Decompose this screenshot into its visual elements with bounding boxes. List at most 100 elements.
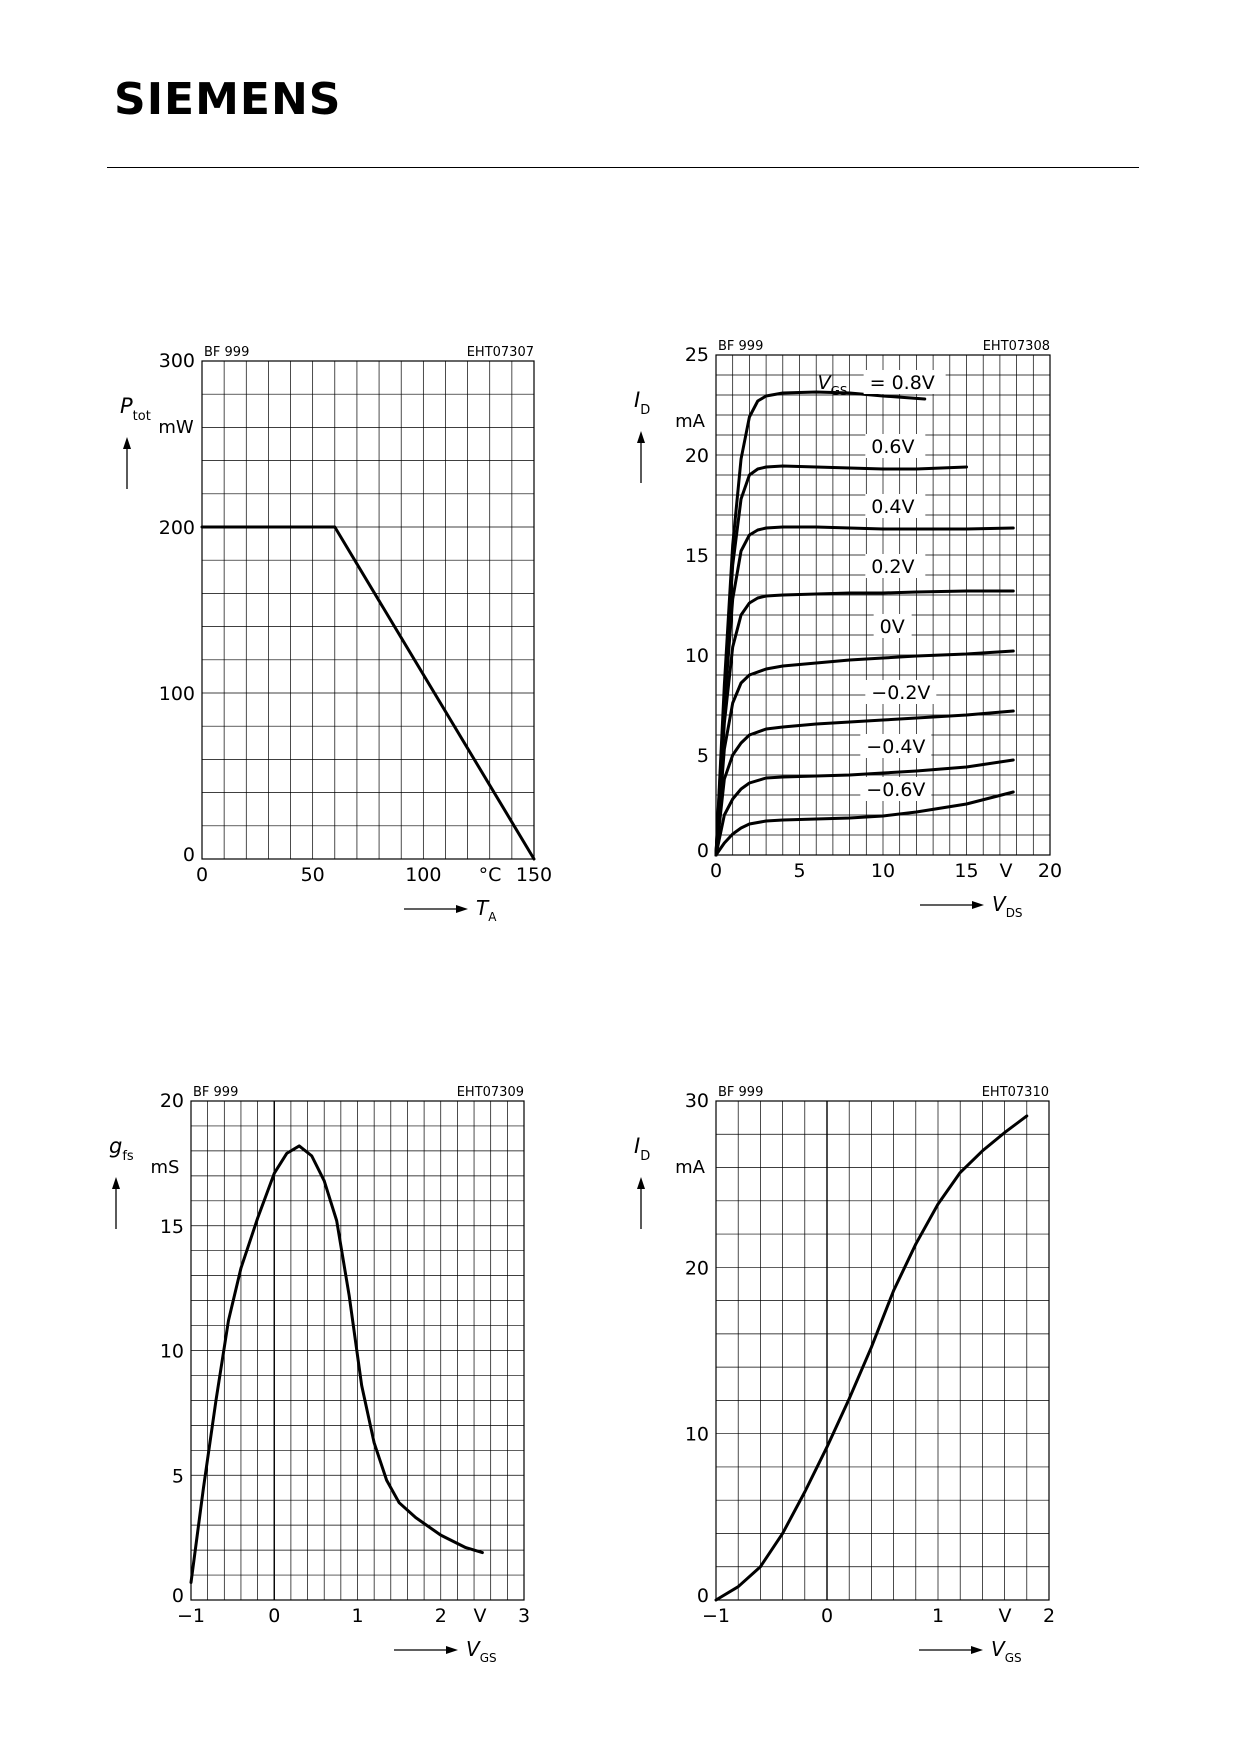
curve-m0.6V — [714, 790, 1015, 857]
y-tick-label: 20 — [685, 445, 709, 467]
product-label: BF 999 — [718, 1085, 763, 1100]
curve-0.4V — [714, 525, 1015, 857]
y-tick-label: 300 — [159, 350, 195, 372]
curve-label-bg — [865, 494, 926, 518]
y-tick-label: 10 — [685, 1424, 709, 1446]
y-tick-label: 5 — [697, 745, 709, 767]
chart-1: BF 999 EHT07307 0 100 200 300 0 50 100 150 °C Ptotm… — [120, 345, 552, 924]
curve-0.2V — [714, 589, 1015, 857]
y-axis-arrow — [637, 1177, 645, 1229]
x-unit-label: V — [1000, 860, 1013, 882]
plot-frame — [190, 1100, 525, 1601]
y-unit-label: mW — [158, 417, 194, 438]
x-tick-label: 1 — [932, 1605, 944, 1627]
x-axis-arrow — [920, 901, 984, 909]
figure-code: EHT07308 — [983, 339, 1050, 354]
x-tick-label: −1 — [702, 1605, 730, 1627]
y-tick-label: 0 — [172, 1585, 184, 1607]
y-tick-label: 15 — [160, 1216, 184, 1238]
x-axis-title: TA — [476, 896, 497, 924]
y-axis-title: Ptot — [120, 394, 151, 424]
y-tick-label: 20 — [685, 1257, 709, 1279]
y-tick-label: 10 — [685, 645, 709, 667]
curve — [189, 1144, 484, 1585]
y-axis-arrow — [637, 431, 645, 483]
x-tick-label: 2 — [1043, 1605, 1055, 1627]
figure-code: EHT07307 — [467, 345, 534, 360]
product-label: BF 999 — [193, 1085, 238, 1100]
y-tick-label: 10 — [160, 1341, 184, 1363]
plot-frame — [715, 354, 1051, 856]
y-tick-label: 0 — [697, 1585, 709, 1607]
y-tick-label: 100 — [159, 683, 195, 705]
curve-0.6V — [714, 464, 968, 857]
x-tick-label: 0 — [710, 860, 722, 882]
x-axis-arrow — [919, 1646, 983, 1654]
x-tick-label: 3 — [518, 1605, 530, 1627]
x-tick-label: −1 — [177, 1605, 205, 1627]
curve-label: = 0.8V — [870, 372, 935, 394]
curve-label: 0.4V — [871, 496, 914, 518]
x-axis-title: VGS — [466, 1637, 497, 1665]
x-tick-label: 1 — [351, 1605, 363, 1627]
x-tick-label: 0 — [196, 864, 208, 886]
siemens-logo: SIEMENS — [114, 74, 342, 125]
x-tick-label: 20 — [1038, 860, 1062, 882]
x-axis-title: VDS — [992, 892, 1023, 920]
x-unit-label: V — [999, 1605, 1012, 1627]
plot-frame — [715, 1100, 1050, 1601]
figure-code: EHT07309 — [457, 1085, 524, 1100]
y-unit-label: mA — [675, 411, 706, 432]
curve-param-label: VGS — [818, 372, 848, 398]
chart-2: BF 999 EHT07308 0 5 10 15 20 25 0 5 10 15 20 V ID mA VDS… — [634, 339, 1062, 920]
header-divider — [107, 167, 1139, 168]
y-tick-label: 0 — [697, 840, 709, 862]
x-axis-title: VGS — [991, 1637, 1022, 1665]
curve — [200, 525, 536, 861]
y-unit-label: mS — [151, 1157, 180, 1178]
grid — [715, 1100, 1050, 1601]
y-axis-title: ID — [634, 1134, 650, 1164]
x-unit-label: °C — [479, 864, 502, 886]
curve-label-bg — [863, 370, 946, 394]
x-tick-label: 0 — [268, 1605, 280, 1627]
product-label: BF 999 — [718, 339, 763, 354]
curve-0V — [714, 649, 1015, 857]
x-tick-label: 50 — [301, 864, 325, 886]
x-tick-label: 0 — [821, 1605, 833, 1627]
curve-label-bg — [865, 680, 937, 704]
curve-label: −0.4V — [866, 736, 925, 758]
curve-label: −0.6V — [866, 779, 925, 801]
x-tick-label: 10 — [871, 860, 895, 882]
curve-label-bg — [860, 734, 932, 758]
curve-label: −0.2V — [871, 682, 930, 704]
y-unit-label: mA — [675, 1157, 706, 1178]
curve-label: 0.6V — [871, 436, 914, 458]
grid — [201, 360, 535, 860]
y-tick-label: 200 — [159, 517, 195, 539]
x-tick-label: 2 — [435, 1605, 447, 1627]
y-tick-label: 25 — [685, 344, 709, 366]
x-tick-label: 15 — [954, 860, 978, 882]
x-axis-arrow — [394, 1646, 458, 1654]
figure-code: EHT07310 — [982, 1085, 1049, 1100]
y-axis-arrow — [123, 437, 131, 489]
y-axis-arrow — [112, 1177, 120, 1229]
curve-label: 0.2V — [871, 556, 914, 578]
y-axis-title: gfs — [109, 1134, 134, 1164]
plot-frame — [201, 360, 535, 860]
curve-m0.4V — [714, 758, 1015, 857]
curve-label-bg — [865, 554, 926, 578]
y-tick-label: 0 — [183, 844, 195, 866]
y-axis-title: ID — [634, 388, 650, 418]
y-tick-label: 5 — [172, 1465, 184, 1487]
curve-label-bg — [860, 777, 932, 801]
x-axis-arrow — [404, 905, 468, 913]
x-tick-label: 100 — [405, 864, 441, 886]
y-tick-label: 15 — [685, 545, 709, 567]
x-unit-label: V — [474, 1605, 487, 1627]
x-tick-label: 5 — [793, 860, 805, 882]
